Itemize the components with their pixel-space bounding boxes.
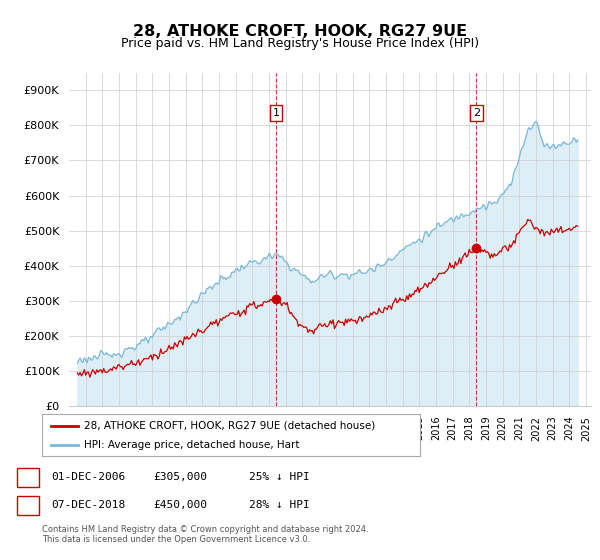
- Text: 28, ATHOKE CROFT, HOOK, RG27 9UE: 28, ATHOKE CROFT, HOOK, RG27 9UE: [133, 24, 467, 39]
- Text: 1: 1: [25, 472, 31, 482]
- Text: 1: 1: [272, 108, 280, 118]
- Text: 2: 2: [25, 500, 31, 510]
- Text: 07-DEC-2018: 07-DEC-2018: [51, 500, 125, 510]
- Text: Contains HM Land Registry data © Crown copyright and database right 2024.
This d: Contains HM Land Registry data © Crown c…: [42, 525, 368, 544]
- Text: 01-DEC-2006: 01-DEC-2006: [51, 472, 125, 482]
- Text: 2: 2: [473, 108, 480, 118]
- Text: 25% ↓ HPI: 25% ↓ HPI: [249, 472, 310, 482]
- Text: HPI: Average price, detached house, Hart: HPI: Average price, detached house, Hart: [83, 440, 299, 450]
- Text: £450,000: £450,000: [153, 500, 207, 510]
- Text: Price paid vs. HM Land Registry's House Price Index (HPI): Price paid vs. HM Land Registry's House …: [121, 37, 479, 50]
- Text: 28, ATHOKE CROFT, HOOK, RG27 9UE (detached house): 28, ATHOKE CROFT, HOOK, RG27 9UE (detach…: [83, 421, 375, 431]
- Text: £305,000: £305,000: [153, 472, 207, 482]
- Text: 28% ↓ HPI: 28% ↓ HPI: [249, 500, 310, 510]
